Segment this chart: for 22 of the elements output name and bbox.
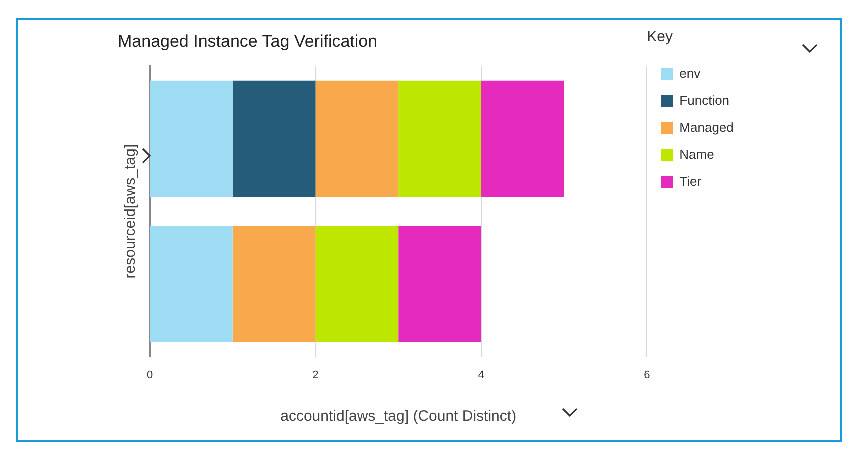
legend-label: Function [680, 93, 766, 108]
x-tick-label: 6 [644, 369, 650, 382]
chart-title: Managed Instance Tag Verification [118, 32, 378, 51]
y-axis-title: resourceid[aws_tag] [122, 144, 140, 279]
legend-label: env [680, 66, 737, 82]
bar [232, 80, 316, 198]
bar [398, 226, 482, 342]
bar [232, 226, 316, 342]
x-tick-label: 0 [146, 369, 154, 382]
x-axis-title: accountid[aws_tag] (Count Distinct) [280, 408, 517, 426]
bar [316, 80, 399, 198]
legend-label: Tier [680, 174, 738, 190]
bar [316, 226, 399, 342]
legend-label: Name [680, 147, 750, 162]
x-tick-label: 2 [312, 369, 319, 382]
legend-title: Key [647, 28, 674, 46]
bar [481, 80, 564, 198]
x-tick-label: 4 [478, 369, 485, 382]
bar [398, 80, 482, 198]
legend-label: Managed [680, 120, 770, 136]
bar [150, 80, 233, 198]
bar [150, 226, 233, 342]
